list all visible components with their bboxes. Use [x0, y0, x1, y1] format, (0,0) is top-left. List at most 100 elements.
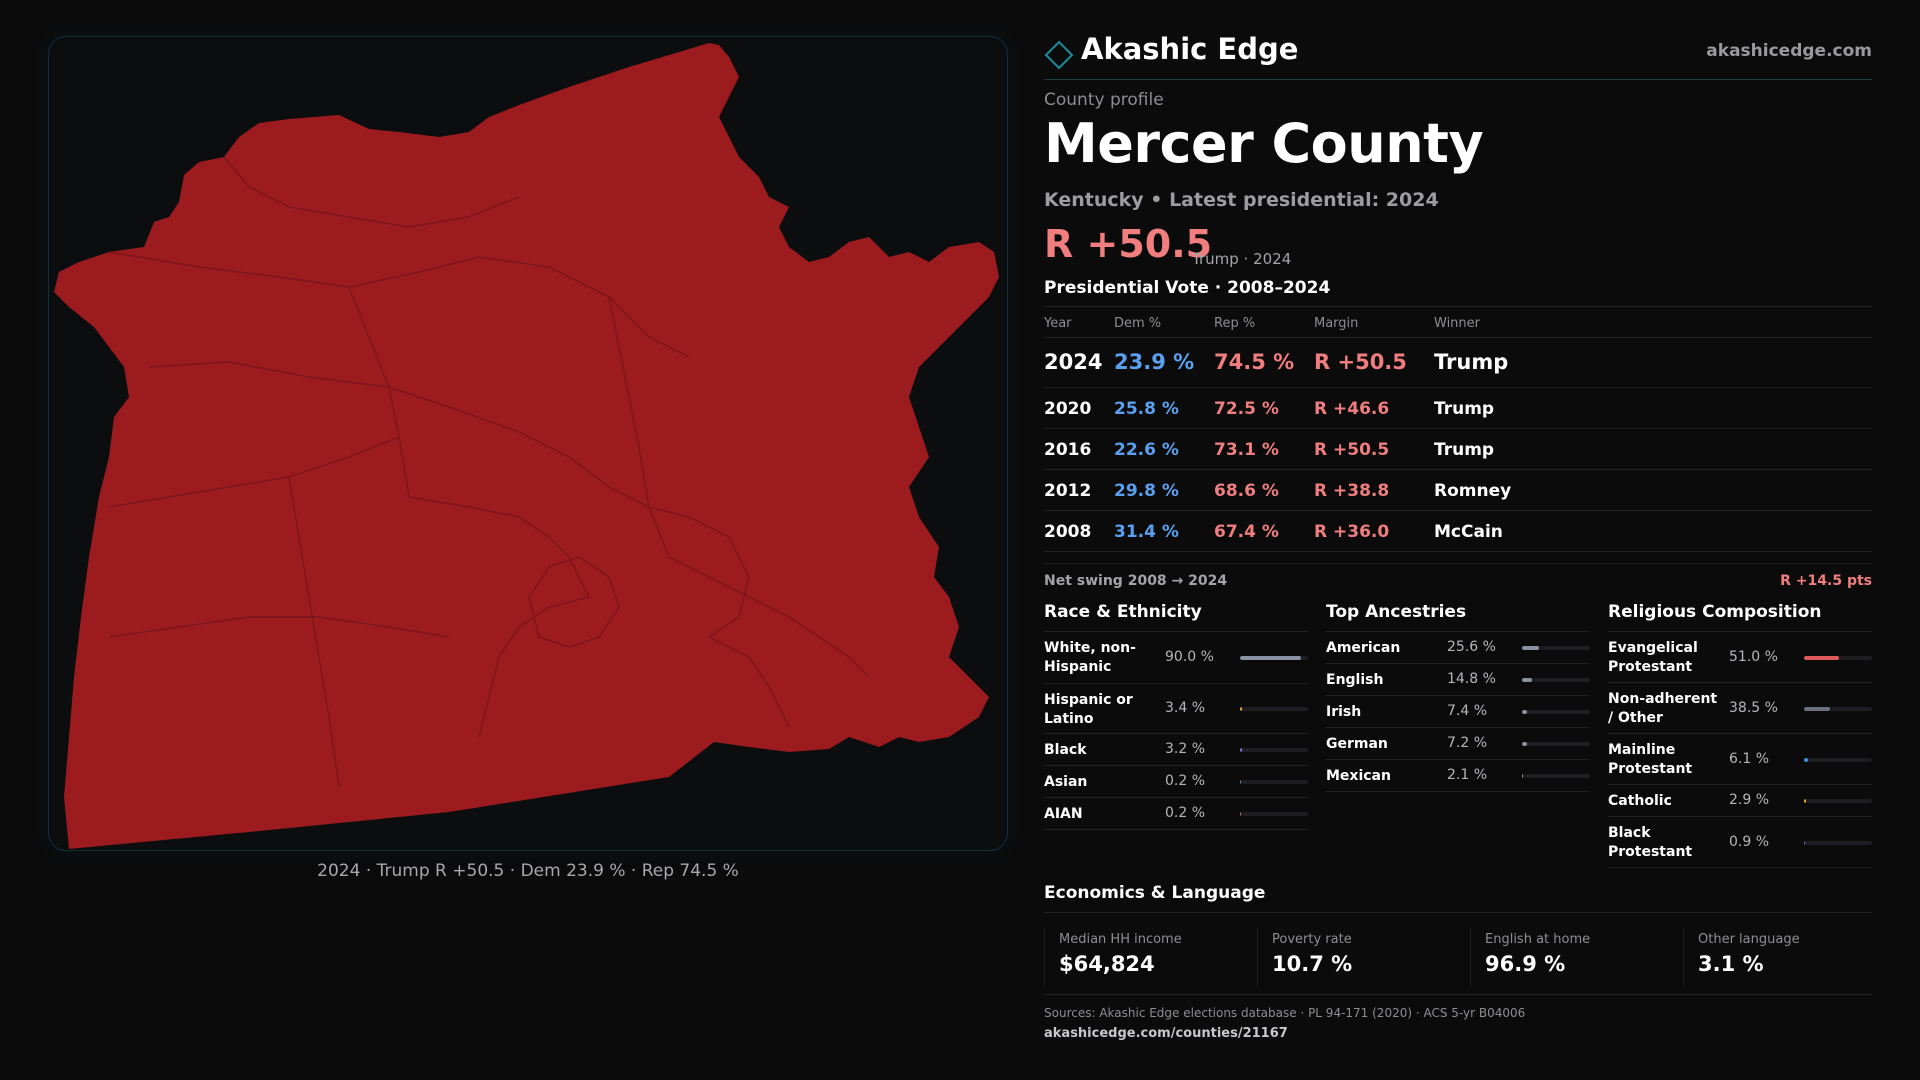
stat-row: Mainline Protestant 6.1 %	[1608, 734, 1872, 785]
stat-row: Mexican 2.1 %	[1326, 760, 1590, 792]
stat-row: Catholic 2.9 %	[1608, 785, 1872, 817]
net-swing-row: Net swing 2008 → 2024 R +14.5 pts	[1044, 563, 1872, 589]
stat-bar-fill	[1522, 774, 1524, 778]
stat-label: Evangelical Protestant	[1608, 640, 1698, 675]
stat-bar	[1522, 774, 1590, 778]
stat-bar-fill	[1804, 841, 1806, 845]
stat-row: Hispanic or Latino 3.4 %	[1044, 684, 1308, 734]
econ-cell-english: English at home 96.9 %	[1470, 928, 1677, 986]
brand-name[interactable]: Akashic Edge	[1081, 32, 1299, 66]
row-margin: R +38.8	[1314, 481, 1390, 501]
net-swing-value: R +14.5 pts	[1780, 573, 1872, 589]
net-swing-label: Net swing 2008 → 2024	[1044, 573, 1228, 589]
row-winner: Romney	[1434, 481, 1512, 501]
stat-label: American	[1326, 640, 1401, 656]
brand-header: Akashic Edge akashicedge.com	[1044, 28, 1872, 80]
stat-label: Hispanic or Latino	[1044, 692, 1133, 727]
stat-label: Black	[1044, 742, 1087, 758]
stat-row: Irish 7.4 %	[1326, 696, 1590, 728]
map-caption: 2024 · Trump R +50.5 · Dem 23.9 % · Rep …	[317, 861, 739, 881]
row-dem: 29.8 %	[1114, 481, 1179, 501]
econ-cell-other-language: Other language 3.1 %	[1683, 928, 1890, 986]
stat-bar	[1522, 678, 1590, 682]
stat-value: 0.2 %	[1165, 805, 1206, 821]
stat-bar-fill	[1240, 707, 1243, 711]
stat-label: AIAN	[1044, 806, 1083, 822]
row-winner: Trump	[1434, 440, 1495, 460]
ancestry-section-title: Top Ancestries	[1326, 602, 1590, 632]
econ-value: $64,824	[1059, 952, 1155, 976]
row-rep: 73.1 %	[1214, 440, 1279, 460]
row-rep: 72.5 %	[1214, 399, 1279, 419]
row-winner: McCain	[1434, 522, 1503, 542]
stat-bar-fill	[1522, 742, 1527, 746]
stat-bar	[1522, 742, 1590, 746]
race-section-title: Race & Ethnicity	[1044, 602, 1308, 632]
row-margin: R +50.5	[1314, 350, 1407, 374]
row-margin: R +46.6	[1314, 399, 1390, 419]
stat-bar	[1240, 656, 1308, 660]
stat-label: Mexican	[1326, 768, 1391, 784]
econ-cell-income: Median HH income $64,824	[1044, 928, 1251, 986]
row-dem: 22.6 %	[1114, 440, 1179, 460]
econ-value: 96.9 %	[1485, 952, 1566, 976]
stat-bar	[1804, 799, 1872, 803]
economics-section-title: Economics & Language	[1044, 883, 1872, 913]
stat-bar-fill	[1240, 812, 1242, 816]
table-row: 2008 31.4 % 67.4 % R +36.0 McCain	[1044, 511, 1872, 552]
row-dem: 31.4 %	[1114, 522, 1179, 542]
stat-row: English 14.8 %	[1326, 664, 1590, 696]
religion-section: Religious Composition Evangelical Protes…	[1608, 602, 1872, 868]
header-rep: Rep %	[1214, 316, 1256, 331]
row-margin: R +50.5	[1314, 440, 1390, 460]
stat-row: American 25.6 %	[1326, 632, 1590, 664]
stat-bar-fill	[1804, 758, 1809, 762]
header-winner: Winner	[1434, 316, 1481, 331]
brand-url-link[interactable]: akashicedge.com	[1706, 41, 1872, 61]
econ-value: 10.7 %	[1272, 952, 1353, 976]
race-list: White, non-Hispanic 90.0 % Hispanic or Lat…	[1044, 632, 1308, 830]
table-row: 2016 22.6 % 73.1 % R +50.5 Trump	[1044, 429, 1872, 470]
row-dem: 25.8 %	[1114, 399, 1179, 419]
header-dem: Dem %	[1114, 316, 1162, 331]
row-year: 2016	[1044, 440, 1092, 460]
stat-bar	[1522, 710, 1590, 714]
row-winner: Trump	[1434, 350, 1509, 374]
table-row: 2012 29.8 % 68.6 % R +38.8 Romney	[1044, 470, 1872, 511]
stat-row: AIAN 0.2 %	[1044, 798, 1308, 830]
economics-grid: Median HH income $64,824 Poverty rate 10…	[1044, 928, 1872, 986]
row-rep: 68.6 %	[1214, 481, 1279, 501]
econ-label: Other language	[1698, 932, 1800, 947]
stat-bar-fill	[1240, 780, 1242, 784]
county-url-link[interactable]: akashicedge.com/counties/21167	[1044, 1026, 1288, 1041]
divider	[1044, 994, 1872, 995]
county-map[interactable]	[49, 37, 1007, 850]
row-year: 2008	[1044, 522, 1092, 542]
table-header-row: Year Dem % Rep % Margin Winner	[1044, 306, 1872, 338]
stat-row: White, non-Hispanic 90.0 %	[1044, 632, 1308, 684]
county-map-panel[interactable]	[48, 36, 1008, 851]
ancestry-list: American 25.6 % English 14.8 % Irish 7.4 % Ger…	[1326, 632, 1590, 792]
diamond-icon	[1044, 40, 1074, 70]
stat-bar	[1240, 812, 1308, 816]
stat-value: 2.9 %	[1729, 792, 1770, 808]
stat-bar-fill	[1522, 646, 1540, 650]
stat-value: 7.4 %	[1447, 703, 1488, 719]
sources-note: Sources: Akashic Edge elections database…	[1044, 1006, 1526, 1020]
stat-row: Black 3.2 %	[1044, 734, 1308, 766]
stat-value: 3.4 %	[1165, 700, 1206, 716]
presidential-vote-table: Year Dem % Rep % Margin Winner 2024 23.9…	[1044, 306, 1872, 552]
stat-value: 51.0 %	[1729, 649, 1778, 665]
stat-label: Asian	[1044, 774, 1088, 790]
econ-label: English at home	[1485, 932, 1591, 947]
header-margin: Margin	[1314, 316, 1359, 331]
table-row: 2024 23.9 % 74.5 % R +50.5 Trump	[1044, 338, 1872, 388]
stat-value: 0.9 %	[1729, 834, 1770, 850]
stat-label: Catholic	[1608, 793, 1672, 809]
stat-bar-fill	[1804, 799, 1806, 803]
stat-row: German 7.2 %	[1326, 728, 1590, 760]
stat-bar	[1522, 646, 1590, 650]
row-year: 2020	[1044, 399, 1092, 419]
county-shape[interactable]	[54, 43, 999, 849]
stat-bar	[1804, 841, 1872, 845]
